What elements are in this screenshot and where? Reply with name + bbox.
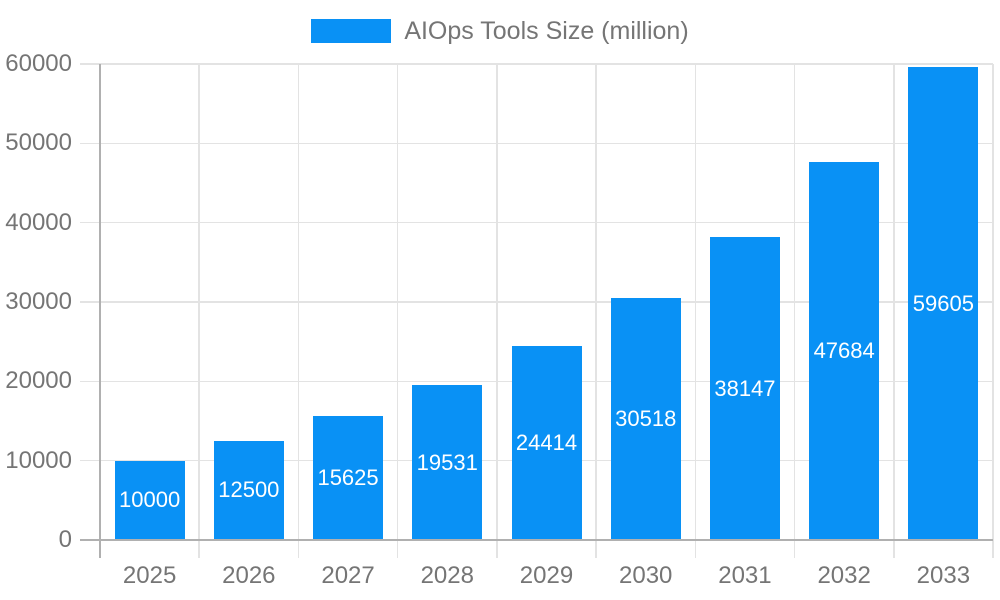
x-gridline [198, 64, 200, 558]
x-gridline [893, 64, 895, 558]
bar-value-label: 47684 [813, 337, 875, 363]
y-tick-label: 40000 [5, 208, 72, 236]
bar: 10000 [114, 460, 185, 540]
x-gridline [694, 64, 697, 558]
y-tick-label: 10000 [5, 446, 72, 474]
x-gridline [992, 64, 994, 558]
bar: 59605 [908, 67, 979, 540]
bar: 24414 [511, 346, 582, 540]
x-tick-label: 2033 [916, 562, 971, 589]
x-gridline [396, 64, 399, 558]
legend-item[interactable]: AIOps Tools Size (million) [0, 16, 1000, 46]
x-tick-label: 2025 [122, 562, 177, 589]
bar: 47684 [809, 161, 880, 540]
bar: 19531 [412, 385, 483, 540]
y-gridline [80, 301, 993, 303]
x-tick-label: 2028 [420, 562, 474, 589]
x-tick-label: 2026 [222, 562, 276, 589]
bar-value-label: 30518 [615, 405, 677, 431]
x-tick-label: 2031 [718, 562, 772, 589]
x-tick-label: 2030 [619, 562, 673, 589]
y-axis-line [99, 64, 101, 558]
y-gridline [80, 63, 993, 65]
bar-value-label: 19531 [416, 449, 478, 475]
y-tick-label: 20000 [5, 367, 72, 395]
x-gridline [297, 64, 300, 558]
legend-label: AIOps Tools Size (million) [404, 16, 689, 45]
y-tick-label: 60000 [5, 50, 72, 77]
bar: 15625 [313, 416, 384, 540]
bar-value-label: 15625 [317, 465, 379, 490]
y-gridline [80, 221, 993, 224]
bar-value-label: 10000 [119, 487, 181, 513]
y-tick-label: 0 [58, 526, 72, 553]
x-tick-label: 2027 [321, 562, 375, 589]
x-gridline [595, 64, 597, 558]
bar: 12500 [213, 440, 284, 540]
x-axis-line [80, 539, 993, 541]
y-tick-label: 30000 [5, 288, 72, 315]
y-gridline [80, 142, 993, 145]
y-tick-label: 50000 [5, 129, 72, 157]
bar-value-label: 59605 [912, 290, 974, 316]
bar-value-label: 24414 [515, 430, 578, 456]
bar: 38147 [709, 237, 780, 540]
x-tick-label: 2032 [817, 562, 871, 589]
bar: 30518 [610, 297, 681, 540]
bar-value-label: 38147 [714, 375, 776, 401]
x-gridline [793, 64, 796, 558]
x-gridline [496, 64, 498, 558]
x-tick-label: 2029 [519, 562, 574, 589]
legend-swatch-icon [311, 19, 392, 43]
bar-value-label: 12500 [218, 477, 280, 503]
